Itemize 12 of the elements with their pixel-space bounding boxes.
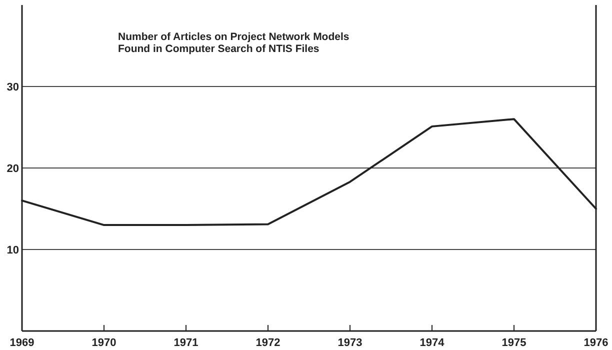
x-tick-label: 1970 xyxy=(92,337,116,349)
x-tick-label: 1975 xyxy=(502,337,526,349)
x-tick-label: 1971 xyxy=(174,337,198,349)
x-tick-label: 1976 xyxy=(584,337,608,349)
x-tick-label: 1972 xyxy=(256,337,280,349)
x-tick-label: 1973 xyxy=(338,337,362,349)
y-tick-label: 10 xyxy=(6,244,19,256)
x-tick-label: 1969 xyxy=(10,337,34,349)
y-tick-label: 30 xyxy=(6,82,19,94)
text: Number of Articles on Project Network Models Found in Computer Search of NTIS Files xyxy=(118,31,350,55)
y-tick-label: 20 xyxy=(6,163,19,175)
x-tick-label: 1974 xyxy=(420,337,446,349)
